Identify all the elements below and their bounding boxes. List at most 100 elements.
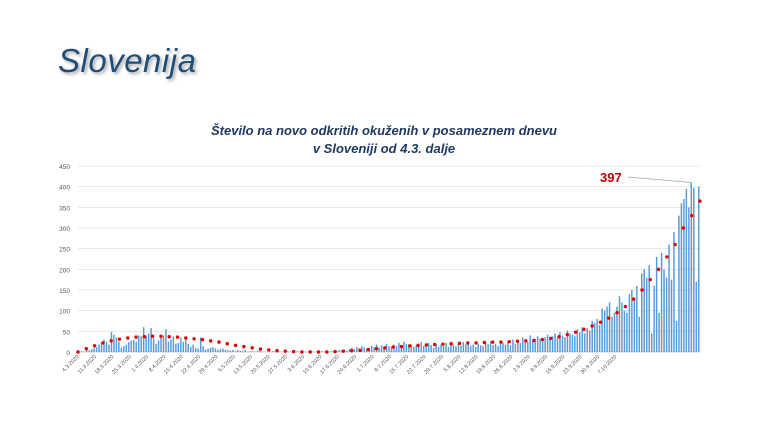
y-tick-label: 450 (59, 164, 70, 171)
data-bar (470, 345, 472, 352)
data-bar (668, 244, 670, 352)
data-bar (556, 337, 559, 352)
trend-point (690, 213, 694, 218)
data-bar (363, 347, 365, 352)
data-bar (251, 351, 254, 352)
trend-point (532, 338, 536, 343)
data-bar (593, 323, 596, 352)
x-tick-label: 27.5.2020 (267, 354, 289, 376)
data-bar (641, 273, 643, 352)
data-bar (162, 335, 165, 352)
trend-point (325, 350, 329, 354)
trend-point (648, 277, 652, 282)
data-bar (539, 338, 541, 352)
data-bar (626, 312, 628, 352)
data-bar (133, 339, 135, 352)
data-bar (425, 344, 427, 352)
data-bar (370, 345, 373, 352)
y-tick-label: 0 (66, 350, 70, 357)
data-bar (204, 349, 207, 352)
data-bar (244, 349, 247, 352)
data-bar (353, 349, 356, 352)
trend-point (159, 334, 163, 338)
data-bar (165, 329, 167, 352)
data-bar (145, 335, 147, 352)
data-bar (588, 330, 591, 352)
data-bar (197, 348, 199, 352)
data-bar (648, 265, 650, 352)
data-bar (569, 333, 571, 352)
data-bar (512, 339, 514, 352)
data-bar (608, 302, 611, 352)
data-bar (207, 348, 209, 352)
trend-point (416, 343, 420, 348)
data-bar (388, 346, 390, 352)
trend-point (656, 267, 661, 272)
data-bar (440, 344, 442, 352)
trend-point (399, 344, 404, 349)
data-bar (527, 342, 529, 352)
data-bar (566, 330, 569, 352)
data-bar (460, 345, 462, 352)
data-bar (628, 294, 631, 352)
data-bar (123, 346, 125, 352)
x-tick-label: 1.4.2020 (131, 354, 150, 373)
trend-point (565, 332, 570, 337)
data-bar (202, 346, 204, 352)
data-bar (586, 328, 588, 352)
data-bar (596, 318, 598, 352)
data-bar (95, 347, 98, 352)
data-bar (613, 312, 616, 352)
data-bar (606, 306, 608, 352)
trend-point (192, 337, 196, 341)
data-bar (497, 346, 499, 352)
x-axis-ticks: 4.3.202011.3.202018.3.202025.3.20201.4.2… (61, 354, 618, 376)
data-bar (398, 342, 400, 352)
trend-point (524, 339, 528, 343)
data-bar (623, 310, 626, 352)
trend-point (358, 348, 362, 353)
trend-point (607, 316, 611, 320)
trend-point (126, 336, 130, 340)
data-bar (435, 343, 437, 352)
data-bar (239, 350, 242, 352)
data-bar (160, 337, 162, 352)
data-bar (601, 308, 603, 352)
trend-point (167, 335, 171, 339)
trend-point (441, 342, 445, 346)
trend-point (665, 255, 669, 259)
trend-point (615, 311, 619, 315)
data-bar (150, 328, 152, 352)
data-bar (549, 339, 551, 352)
data-bar (88, 350, 90, 352)
data-bar (118, 341, 120, 352)
data-bar (636, 285, 638, 352)
y-tick-label: 50 (63, 329, 71, 336)
data-bar (482, 346, 484, 352)
data-bar (645, 277, 648, 352)
trend-point (474, 341, 478, 345)
data-bar (492, 344, 494, 352)
data-bar (678, 215, 680, 352)
data-bar (249, 351, 251, 352)
data-bar (514, 343, 517, 352)
data-bar (631, 290, 633, 352)
x-tick-label: 1.7.2020 (356, 354, 375, 373)
trend-point (208, 339, 213, 343)
data-bar (140, 336, 142, 352)
data-bar (147, 333, 150, 352)
data-bar (408, 346, 410, 352)
data-bar (177, 342, 180, 352)
bar-series (80, 182, 700, 352)
data-bar (259, 351, 261, 352)
trend-point (540, 337, 545, 342)
trend-point (316, 350, 321, 354)
data-bar (98, 344, 100, 352)
x-tick-label: 26.8.2020 (493, 354, 515, 376)
data-bar (455, 346, 457, 352)
data-bar (356, 347, 358, 352)
data-bar (373, 347, 375, 352)
data-bar (113, 334, 115, 352)
data-bar (693, 187, 695, 352)
data-bar (212, 347, 214, 352)
